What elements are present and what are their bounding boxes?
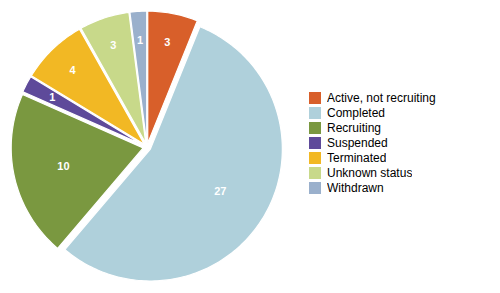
svg-text:27: 27 [214,185,226,197]
html-text:Unknown status: Unknown status [327,166,413,180]
html-text:Recruiting: Recruiting [327,121,381,135]
html-text:Terminated: Terminated [327,151,387,165]
svg-text:3: 3 [164,36,170,48]
html-text:Completed: Completed [327,106,385,120]
svg-text:4: 4 [70,64,77,76]
svg-text:3: 3 [110,39,116,51]
svg-text:10: 10 [57,160,69,172]
html-text:Suspended: Suspended [327,136,388,150]
html-text:Active, not recruiting: Active, not recruiting [327,91,436,105]
svg-text:1: 1 [137,34,143,46]
svg-text:1: 1 [49,91,55,103]
html-text:Withdrawn: Withdrawn [327,181,384,195]
